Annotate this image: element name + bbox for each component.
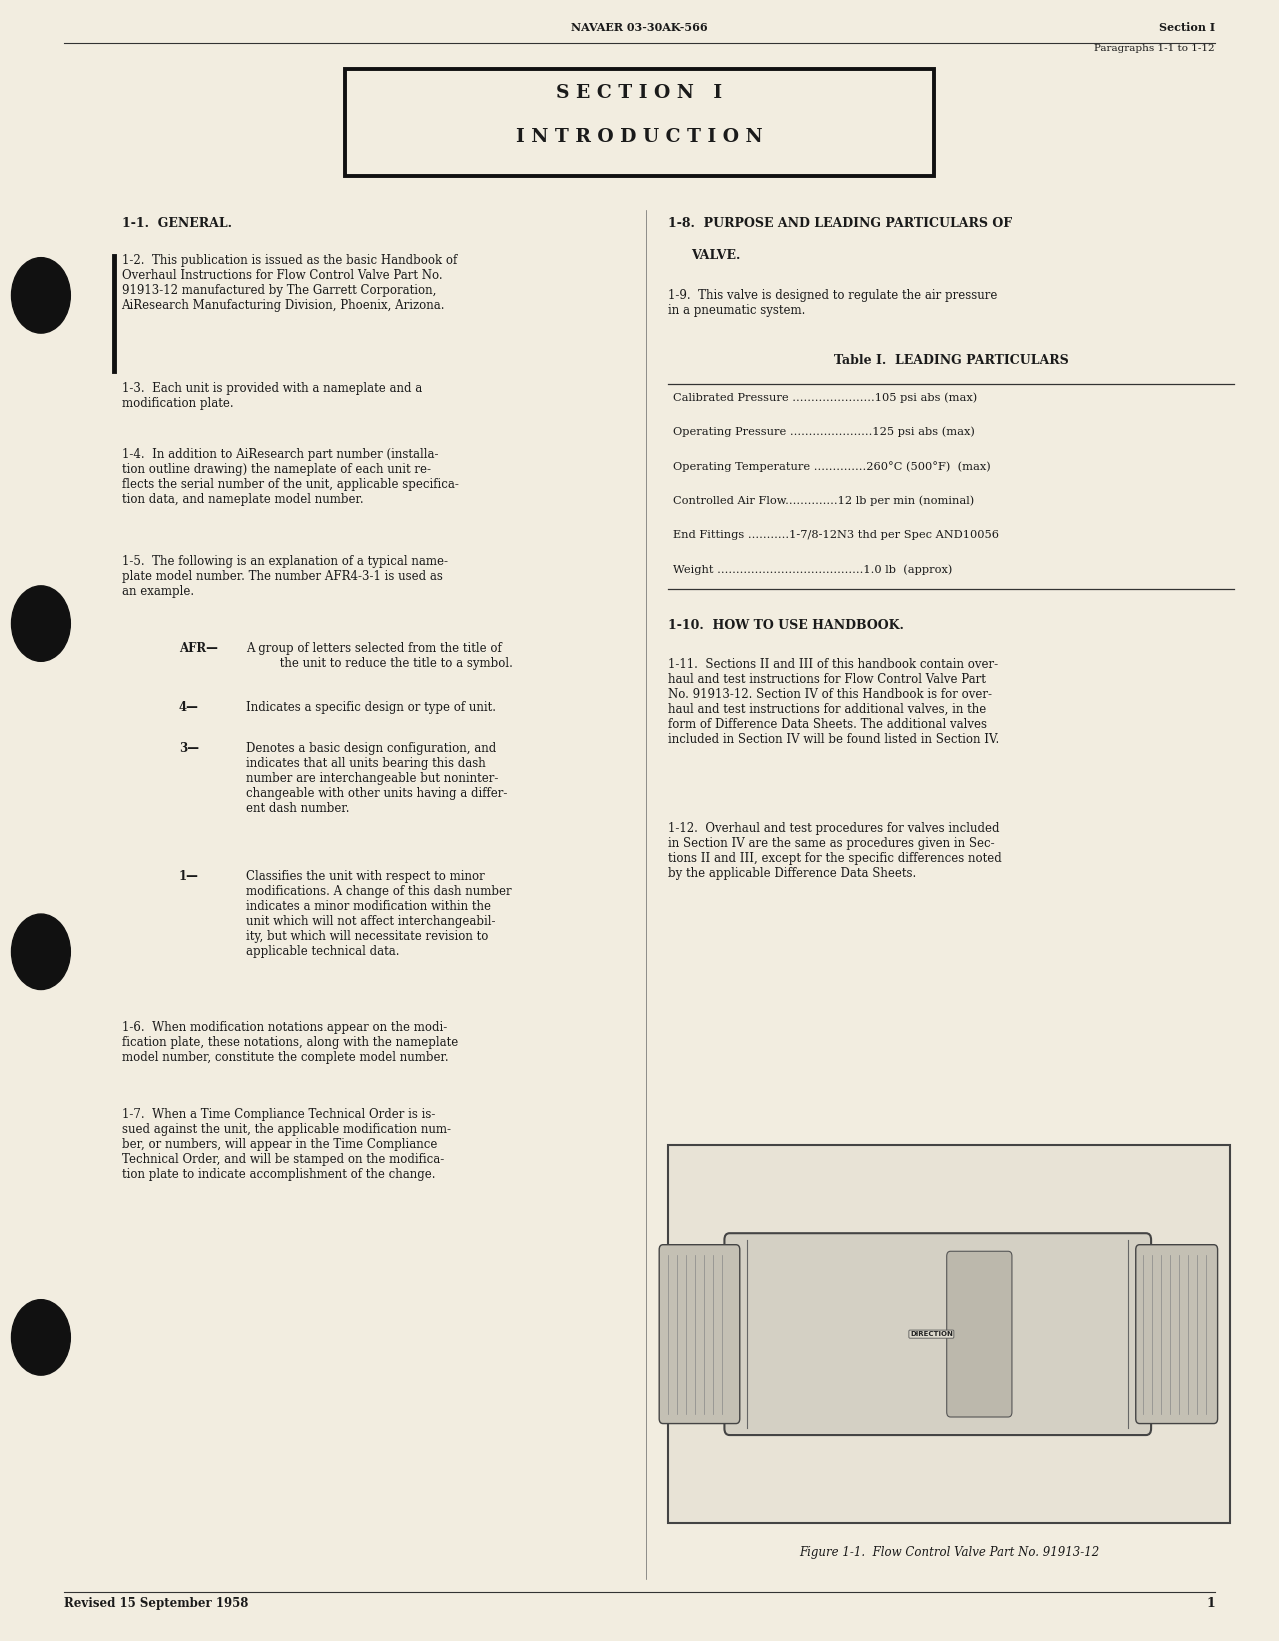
Text: Table I.  LEADING PARTICULARS: Table I. LEADING PARTICULARS — [834, 354, 1068, 368]
Text: AFR—: AFR— — [179, 642, 217, 655]
Text: Operating Temperature ..............260°C (500°F)  (max): Operating Temperature ..............260°… — [673, 461, 990, 473]
Text: Revised 15 September 1958: Revised 15 September 1958 — [64, 1597, 248, 1610]
Text: 4—: 4— — [179, 701, 200, 714]
Text: 1-9.  This valve is designed to regulate the air pressure
in a pneumatic system.: 1-9. This valve is designed to regulate … — [668, 289, 998, 317]
Text: 1-5.  The following is an explanation of a typical name-
plate model number. The: 1-5. The following is an explanation of … — [122, 555, 448, 597]
Text: Indicates a specific design or type of unit.: Indicates a specific design or type of u… — [246, 701, 495, 714]
Circle shape — [12, 586, 70, 661]
Bar — [668, 1145, 1230, 1523]
Text: 1: 1 — [1206, 1597, 1215, 1610]
Text: Figure 1-1.  Flow Control Valve Part No. 91913-12: Figure 1-1. Flow Control Valve Part No. … — [799, 1546, 1099, 1559]
Text: 1-2.  This publication is issued as the basic Handbook of
Overhaul Instructions : 1-2. This publication is issued as the b… — [122, 254, 457, 312]
FancyBboxPatch shape — [1136, 1244, 1218, 1423]
FancyBboxPatch shape — [659, 1244, 739, 1423]
Text: Controlled Air Flow..............12 lb per min (nominal): Controlled Air Flow..............12 lb p… — [673, 496, 975, 505]
Text: NAVAER 03-30AK-566: NAVAER 03-30AK-566 — [572, 21, 707, 33]
Text: Calibrated Pressure ......................105 psi abs (max): Calibrated Pressure ....................… — [673, 392, 977, 402]
Text: 1-8.  PURPOSE AND LEADING PARTICULARS OF: 1-8. PURPOSE AND LEADING PARTICULARS OF — [668, 217, 1012, 230]
Circle shape — [12, 258, 70, 333]
FancyBboxPatch shape — [724, 1234, 1151, 1434]
Text: VALVE.: VALVE. — [691, 249, 741, 263]
Text: Weight .......................................1.0 lb  (approx): Weight .................................… — [673, 565, 952, 574]
Circle shape — [12, 914, 70, 990]
Text: Classifies the unit with respect to minor
modifications. A change of this dash n: Classifies the unit with respect to mino… — [246, 870, 512, 958]
Bar — [345, 69, 934, 176]
Text: 1-12.  Overhaul and test procedures for valves included
in Section IV are the sa: 1-12. Overhaul and test procedures for v… — [668, 822, 1001, 880]
Text: Section I: Section I — [1159, 21, 1215, 33]
Text: 1-1.  GENERAL.: 1-1. GENERAL. — [122, 217, 231, 230]
Text: 1-7.  When a Time Compliance Technical Order is is-
sued against the unit, the a: 1-7. When a Time Compliance Technical Or… — [122, 1108, 450, 1180]
Text: 1—: 1— — [179, 870, 200, 883]
Text: 1-4.  In addition to AiResearch part number (installa-
tion outline drawing) the: 1-4. In addition to AiResearch part numb… — [122, 448, 458, 505]
Text: Operating Pressure ......................125 psi abs (max): Operating Pressure .....................… — [673, 427, 975, 437]
Circle shape — [12, 1300, 70, 1375]
Text: DIRECTION: DIRECTION — [909, 1331, 953, 1337]
Text: 1-10.  HOW TO USE HANDBOOK.: 1-10. HOW TO USE HANDBOOK. — [668, 619, 903, 632]
Text: 1-11.  Sections II and III of this handbook contain over-
haul and test instruct: 1-11. Sections II and III of this handbo… — [668, 658, 999, 747]
Text: Paragraphs 1-1 to 1-12: Paragraphs 1-1 to 1-12 — [1095, 44, 1215, 53]
Text: A group of letters selected from the title of
         the unit to reduce the ti: A group of letters selected from the tit… — [246, 642, 513, 670]
Text: S E C T I O N   I: S E C T I O N I — [556, 84, 723, 102]
Text: End Fittings ...........1-7/8-12N3 thd per Spec AND10056: End Fittings ...........1-7/8-12N3 thd p… — [673, 530, 999, 540]
Text: 1-3.  Each unit is provided with a nameplate and a
modification plate.: 1-3. Each unit is provided with a namepl… — [122, 382, 422, 410]
FancyBboxPatch shape — [946, 1250, 1012, 1416]
Text: 3—: 3— — [179, 742, 200, 755]
Text: I N T R O D U C T I O N: I N T R O D U C T I O N — [517, 128, 762, 146]
Text: 1-6.  When modification notations appear on the modi-
fication plate, these nota: 1-6. When modification notations appear … — [122, 1021, 458, 1063]
Text: Denotes a basic design configuration, and
indicates that all units bearing this : Denotes a basic design configuration, an… — [246, 742, 506, 814]
